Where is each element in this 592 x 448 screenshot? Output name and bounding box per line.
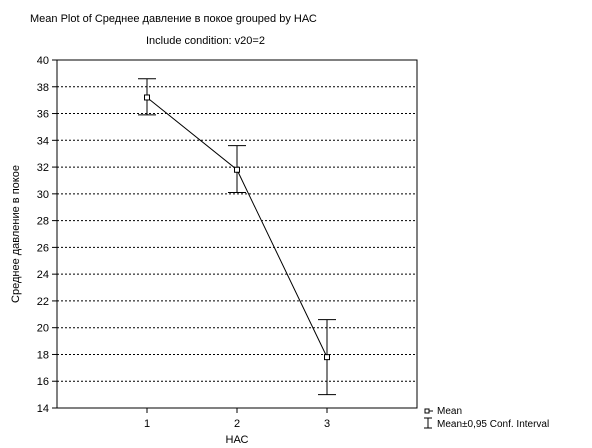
mean-points	[144, 94, 330, 361]
y-tick-label: 16	[37, 376, 49, 388]
y-tick-label: 22	[37, 296, 49, 308]
y-tick-label: 26	[37, 242, 49, 254]
legend-ci-label: Mean±0,95 Conf. Interval	[437, 419, 549, 430]
mean-point	[324, 354, 330, 361]
chart-title: Mean Plot of Среднее давление в покое gr…	[30, 13, 317, 25]
y-tick-label: 40	[37, 55, 49, 67]
x-tick-label: 1	[144, 418, 150, 430]
plot-area	[56, 59, 418, 409]
mean-point	[234, 166, 240, 173]
y-tick-label: 32	[37, 162, 49, 174]
legend-mean-marker	[424, 408, 430, 414]
x-axis-title: НАС	[226, 434, 249, 446]
mean-point	[144, 94, 150, 101]
y-tick-label: 34	[37, 135, 49, 147]
legend: Mean Mean±0,95 Conf. Interval	[424, 406, 549, 430]
y-tick-label: 20	[37, 323, 49, 335]
x-tick-label: 3	[324, 418, 330, 430]
y-tick-label: 14	[37, 403, 49, 415]
y-tick-label: 24	[37, 269, 49, 281]
legend-mean-label: Mean	[437, 406, 462, 417]
y-axis-title: Среднее давление в покое	[10, 165, 22, 303]
x-tick-label: 2	[234, 418, 240, 430]
chart-subtitle: Include condition: v20=2	[146, 35, 265, 47]
y-tick-label: 30	[37, 189, 49, 201]
y-tick-label: 36	[37, 109, 49, 121]
axis-ticks: 14 16 18 20 22 24 26 28 30 32 34 36 38 40 1 2 3	[37, 55, 330, 430]
y-tick-label: 28	[37, 216, 49, 228]
y-tick-label: 38	[37, 82, 49, 94]
y-tick-label: 18	[37, 349, 49, 361]
